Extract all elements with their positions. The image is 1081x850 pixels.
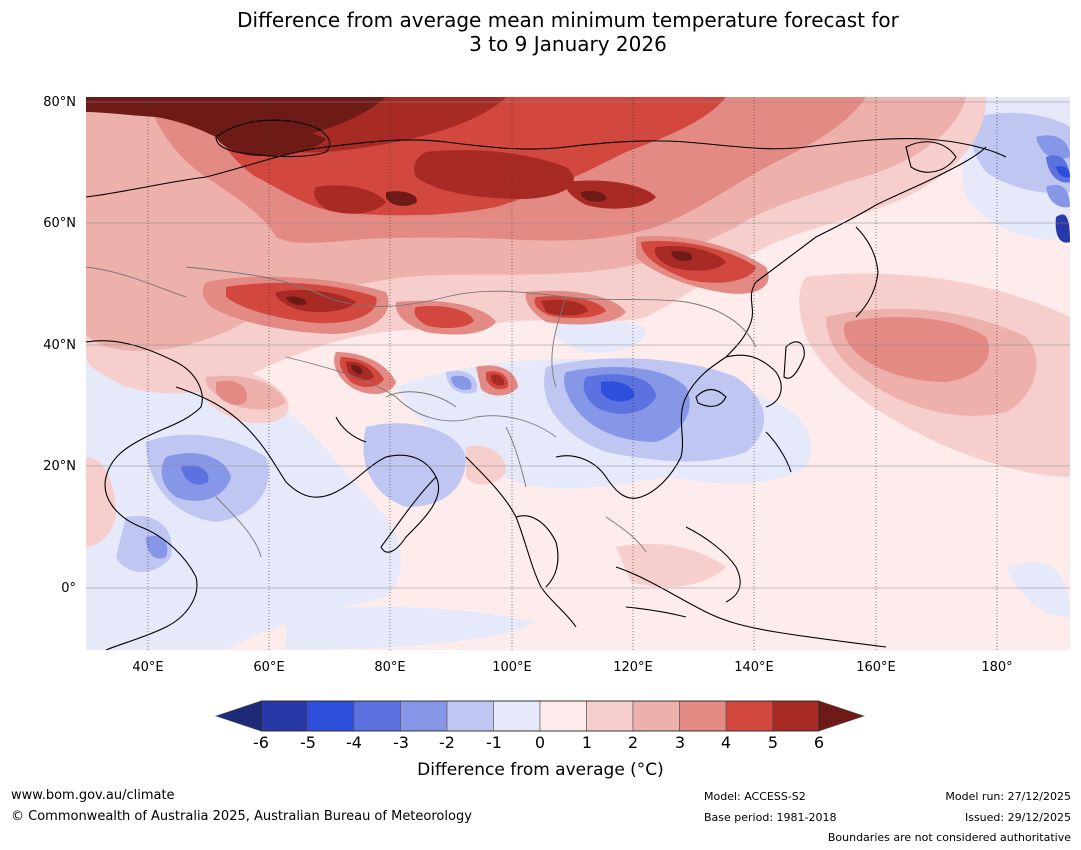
- lat-label-20n: 20°N: [43, 459, 76, 474]
- lon-label-180: 180°: [981, 660, 1013, 675]
- colorbar-cell: [632, 700, 680, 732]
- lat-label-0: 0°: [61, 581, 76, 596]
- model-run-text: Model run: 27/12/2025: [945, 790, 1071, 803]
- lon-label-120e: 120°E: [613, 660, 653, 675]
- colorbar-cell: [307, 700, 355, 732]
- colorbar-tick: 5: [767, 733, 779, 752]
- colorbar-tick: -4: [346, 733, 362, 752]
- anomaly-band-minus6: [1055, 214, 1070, 243]
- lon-label-80e: 80°E: [374, 660, 406, 675]
- lon-label-40e: 40°E: [132, 660, 164, 675]
- colorbar-cell: [353, 700, 401, 732]
- colorbar: [215, 700, 865, 732]
- colorbar-cell: [772, 700, 820, 732]
- model-text: Model: ACCESS-S2: [704, 790, 806, 803]
- colorbar-tick: 4: [720, 733, 732, 752]
- colorbar-cell: [400, 700, 448, 732]
- copyright-text: © Commonwealth of Australia 2025, Austra…: [11, 809, 472, 824]
- title-line-2: 3 to 9 January 2026: [469, 32, 667, 56]
- lon-label-60e: 60°E: [253, 660, 285, 675]
- colorbar-tick: -3: [393, 733, 409, 752]
- colorbar-extension-low: [215, 700, 262, 732]
- lon-label-100e: 100°E: [492, 660, 532, 675]
- colorbar-cell: [679, 700, 727, 732]
- colorbar-tick: 1: [581, 733, 593, 752]
- colorbar-cell: [586, 700, 634, 732]
- colorbar-cell: [446, 700, 494, 732]
- colorbar-label: Difference from average (°C): [0, 760, 1081, 780]
- anomaly-band-minus5: [601, 166, 1070, 402]
- website-link[interactable]: www.bom.gov.au/climate: [11, 788, 175, 803]
- issued-text: Issued: 29/12/2025: [964, 811, 1071, 824]
- meridians: [147, 97, 998, 650]
- temperature-anomaly-map: [86, 97, 1070, 650]
- lat-label-60n: 60°N: [43, 216, 76, 231]
- title-line-1: Difference from average mean minimum tem…: [237, 8, 899, 32]
- lat-label-40n: 40°N: [43, 338, 76, 353]
- colorbar-outline: [260, 700, 820, 732]
- colorbar-cell: [725, 700, 773, 732]
- colorbar-tick: -5: [300, 733, 316, 752]
- graticule: [86, 101, 1070, 589]
- map-svg: [86, 97, 1070, 650]
- coastlines: [86, 119, 1007, 650]
- colorbar-cell: [539, 700, 587, 732]
- lon-label-140e: 140°E: [734, 660, 774, 675]
- colorbar-cell: [260, 700, 308, 732]
- colorbar-tick: 2: [627, 733, 639, 752]
- colorbar-tick: -6: [253, 733, 269, 752]
- colorbar-label-text: Difference from average (°C): [417, 760, 664, 780]
- anomaly-band-plus6: [86, 97, 693, 375]
- base-period-text: Base period: 1981-2018: [704, 811, 837, 824]
- colorbar-cell: [493, 700, 541, 732]
- colorbar-tick: -2: [439, 733, 455, 752]
- lat-label-80n: 80°N: [43, 95, 76, 110]
- colorbar-tick: 6: [813, 733, 825, 752]
- colorbar-tick: 3: [674, 733, 686, 752]
- lon-label-160e: 160°E: [856, 660, 896, 675]
- colorbar-tick: 0: [534, 733, 546, 752]
- chart-title: Difference from average mean minimum tem…: [0, 8, 1081, 56]
- colorbar-tick: -1: [486, 733, 502, 752]
- disclaimer-text: Boundaries are not considered authoritat…: [827, 831, 1071, 844]
- country-borders: [86, 266, 757, 558]
- colorbar-extension-high: [818, 700, 865, 732]
